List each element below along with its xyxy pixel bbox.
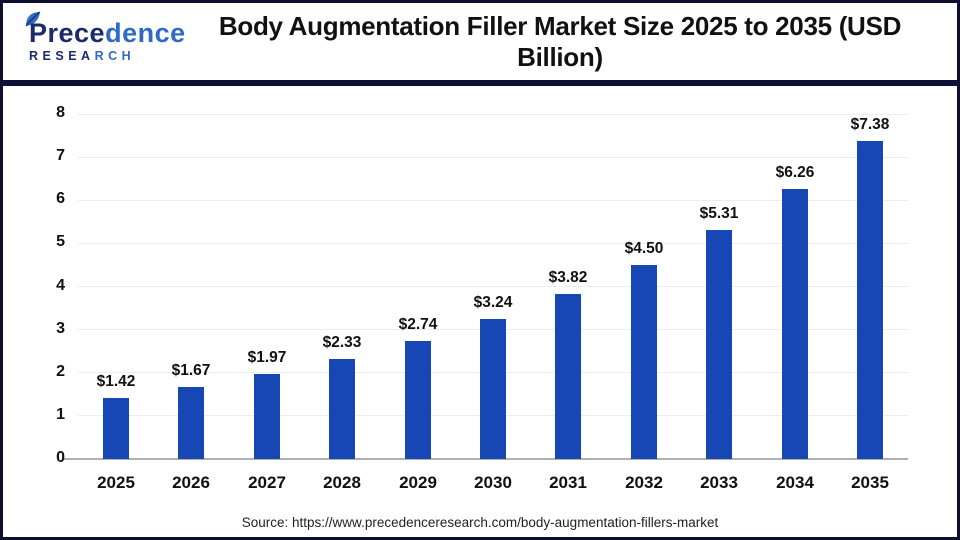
gridline-8: [78, 114, 908, 115]
value-label-2027: $1.97: [247, 349, 287, 366]
value-label-2033: $5.31: [699, 205, 739, 222]
x-tick-2028: 2028: [323, 473, 361, 492]
logo-wordmark: Precedence: [29, 18, 185, 49]
value-label-2029: $2.74: [398, 316, 438, 333]
value-label-2035: $7.38: [850, 116, 890, 133]
x-tick-2026: 2026: [172, 473, 210, 492]
x-tick-2029: 2029: [399, 473, 437, 492]
bar-2034: [782, 189, 808, 459]
logo-subtitle: RESEARCH: [29, 50, 175, 63]
bar-2031: [555, 294, 581, 459]
y-tick-0: 0: [56, 449, 65, 466]
bar-2026: [178, 387, 204, 459]
value-label-2034: $6.26: [775, 164, 815, 181]
logo-word-dark: Prece: [29, 18, 106, 49]
bar-2025: [103, 398, 129, 459]
source-text: Source: https://www.precedenceresearch.c…: [241, 515, 719, 530]
gridline-4: [78, 286, 908, 287]
bar-2027: [254, 374, 280, 459]
x-axis-line: [64, 458, 908, 460]
x-tick-2030: 2030: [474, 473, 512, 492]
bar-2029: [405, 341, 431, 459]
header-divider: [3, 80, 957, 86]
x-tick-2035: 2035: [851, 473, 889, 492]
gridline-6: [78, 200, 908, 201]
y-tick-5: 5: [56, 233, 65, 250]
value-label-2031: $3.82: [548, 269, 588, 286]
x-tick-2034: 2034: [776, 473, 814, 492]
gridline-5: [78, 243, 908, 244]
x-tick-2031: 2031: [549, 473, 587, 492]
x-tick-2032: 2032: [625, 473, 663, 492]
y-tick-7: 7: [56, 147, 65, 164]
y-tick-2: 2: [56, 363, 65, 380]
chart-area: $1.42 2025 $1.67 2026 $1.97 2027 $2.33 2028 $2.7…: [3, 86, 957, 537]
bar-2032: [631, 265, 657, 459]
bar-2033: [706, 230, 732, 459]
y-tick-4: 4: [56, 277, 65, 294]
value-label-2032: $4.50: [624, 240, 664, 257]
y-tick-3: 3: [56, 320, 65, 337]
value-label-2025: $1.42: [96, 373, 136, 390]
bar-2035: [857, 141, 883, 459]
title-wrap: Body Augmentation Filler Market Size 202…: [175, 11, 957, 73]
y-tick-1: 1: [56, 406, 65, 423]
precedence-research-logo: Precedence RESEARCH: [3, 11, 185, 63]
gridline-7: [78, 157, 908, 158]
logo-sub-light: RCH: [94, 49, 136, 64]
bar-2028: [329, 359, 355, 459]
x-tick-2033: 2033: [700, 473, 738, 492]
value-label-2026: $1.67: [171, 362, 211, 379]
plot-area: $1.42 2025 $1.67 2026 $1.97 2027 $2.33 2028 $2.7…: [64, 114, 908, 492]
x-tick-2027: 2027: [248, 473, 286, 492]
logo-sub-dark: RESEA: [29, 49, 95, 64]
value-label-2030: $3.24: [473, 294, 513, 311]
leaf-icon: [25, 11, 41, 31]
page-title: Body Augmentation Filler Market Size 202…: [218, 10, 902, 72]
x-tick-2025: 2025: [97, 473, 135, 492]
y-tick-6: 6: [56, 190, 65, 207]
header: Precedence RESEARCH Body Augmentation Fi…: [3, 3, 957, 80]
logo-word-light: dence: [105, 18, 186, 49]
value-label-2028: $2.33: [322, 334, 362, 351]
bar-2030: [480, 319, 506, 459]
y-tick-8: 8: [56, 104, 65, 121]
